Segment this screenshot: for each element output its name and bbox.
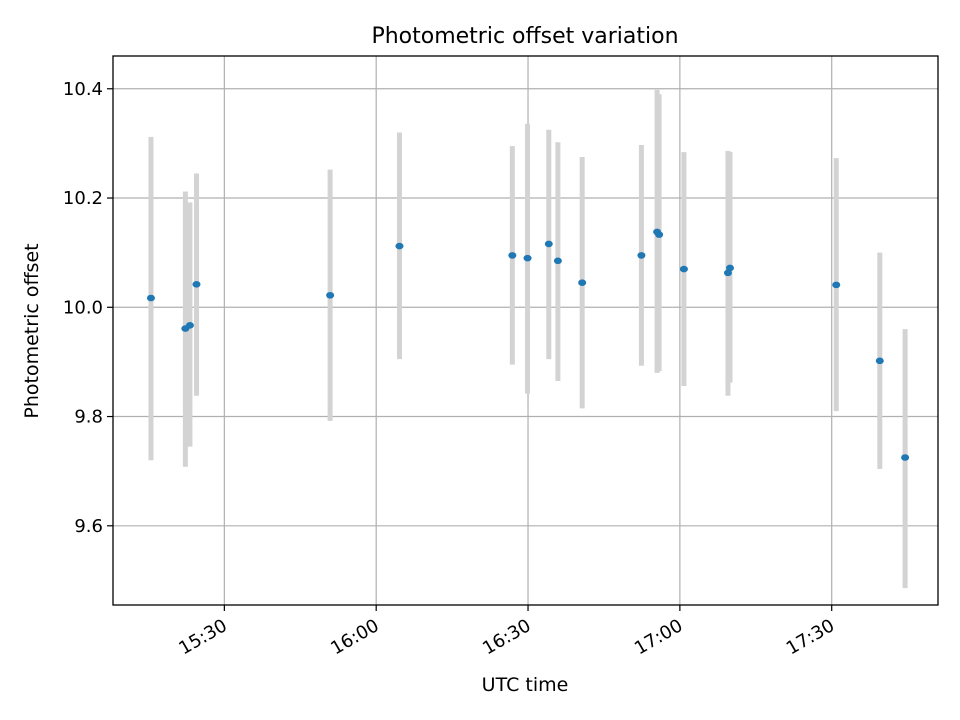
y-tick-label: 9.8 [74, 407, 103, 428]
data-point [508, 252, 517, 259]
y-tick-label: 10.0 [63, 297, 103, 318]
y-axis-label: Photometric offset [21, 243, 43, 418]
data-point [679, 265, 688, 273]
data-point [875, 357, 884, 365]
x-axis-label: UTC time [482, 674, 569, 696]
y-tick-label: 10.4 [63, 79, 103, 100]
data-point [832, 281, 841, 289]
data-point [395, 242, 404, 250]
data-point [544, 240, 553, 248]
data-point [655, 231, 664, 238]
y-tick-label: 9.6 [74, 516, 103, 537]
chart-title: Photometric offset variation [371, 24, 678, 49]
data-point [146, 294, 155, 302]
data-point [553, 257, 562, 265]
data-point [578, 279, 587, 287]
data-point [185, 322, 194, 329]
data-points [146, 228, 910, 461]
data-point [901, 454, 910, 461]
data-point [725, 264, 734, 272]
data-point [523, 254, 532, 262]
data-point [192, 281, 201, 288]
data-point [326, 291, 335, 299]
data-point [637, 252, 646, 259]
y-tick-label: 10.2 [63, 188, 103, 209]
plot-frame [112, 55, 939, 606]
